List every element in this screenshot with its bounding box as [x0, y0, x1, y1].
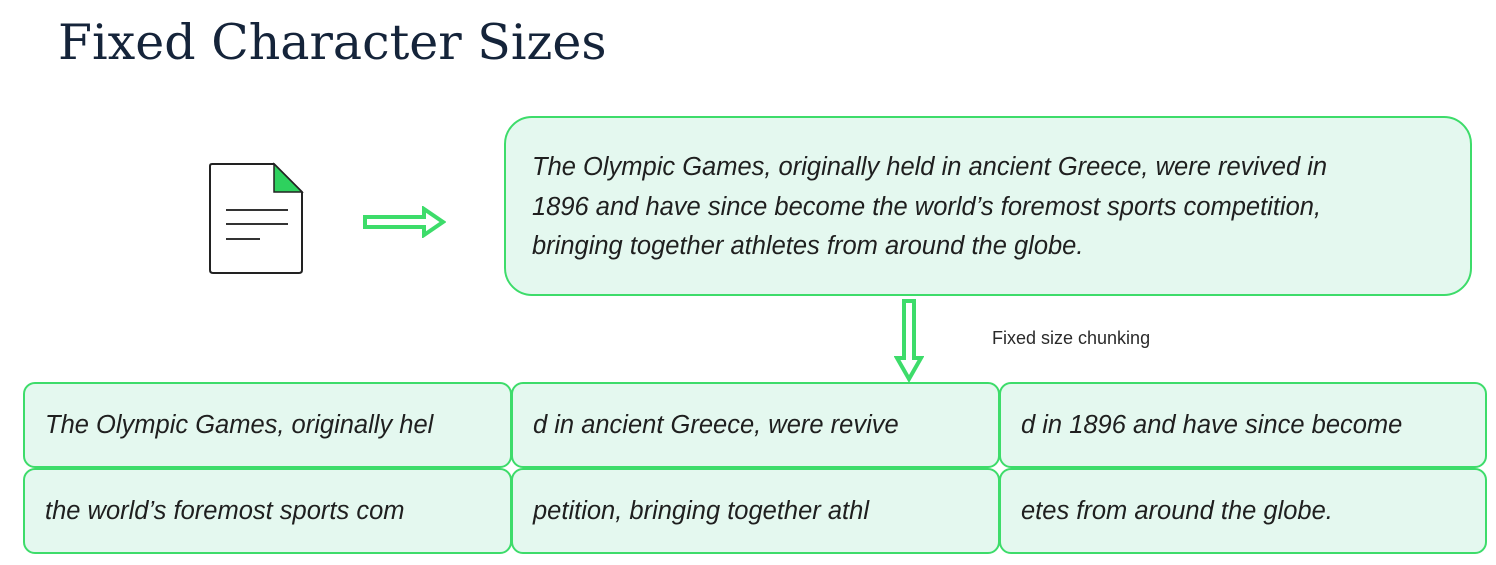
chunk-text: The Olympic Games, originally hel: [45, 410, 434, 439]
chunk-text: etes from around the globe.: [1021, 496, 1333, 525]
chunk-text: the world’s foremost sports com: [45, 496, 405, 525]
chunk-box: petition, bringing together athl: [511, 468, 1000, 554]
source-text: The Olympic Games, originally held in an…: [532, 148, 1444, 267]
process-label: Fixed size chunking: [992, 328, 1151, 348]
chunk-text: d in 1896 and have since become: [1021, 410, 1403, 439]
source-text-box: The Olympic Games, originally held in an…: [504, 116, 1472, 296]
chunk-box: d in 1896 and have since become: [999, 382, 1487, 468]
document-icon: [209, 162, 304, 274]
source-line: The Olympic Games, originally held in an…: [532, 153, 1328, 181]
page-title: Fixed Character Sizes: [58, 14, 607, 71]
chunk-grid: The Olympic Games, originally hel d in a…: [23, 382, 1487, 554]
source-line: bringing together athletes from around t…: [532, 232, 1084, 260]
arrow-right-icon: [363, 206, 446, 238]
arrow-down-icon: [894, 299, 924, 382]
chunk-text: petition, bringing together athl: [533, 496, 869, 525]
source-line: 1896 and have since become the world’s f…: [532, 192, 1322, 221]
chunk-box: etes from around the globe.: [999, 468, 1487, 554]
chunk-box: The Olympic Games, originally hel: [23, 382, 512, 468]
chunk-text: d in ancient Greece, were revive: [533, 410, 899, 439]
chunk-box: d in ancient Greece, were revive: [511, 382, 1000, 468]
chunk-box: the world’s foremost sports com: [23, 468, 512, 554]
